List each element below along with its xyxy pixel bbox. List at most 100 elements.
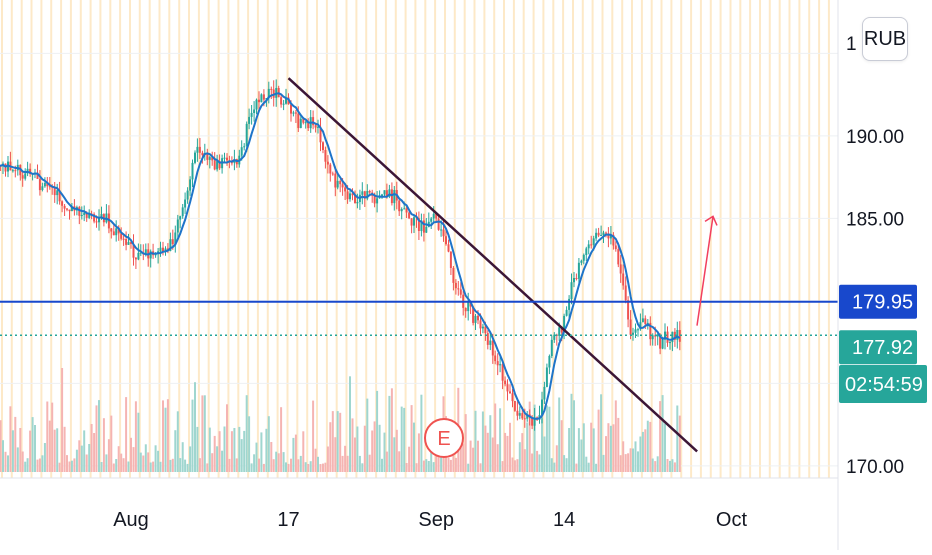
volume-bar (659, 401, 662, 472)
candle-body (240, 147, 243, 156)
volume-bar (479, 463, 482, 472)
volume-bar (287, 463, 290, 472)
candle-body (666, 331, 669, 343)
candle-body (457, 288, 460, 290)
volume-bar (7, 455, 9, 472)
candle-body (326, 161, 329, 165)
candle-body (339, 180, 342, 185)
volume-bar (400, 406, 403, 472)
volume-bar (285, 462, 287, 472)
volume-bar (417, 433, 420, 472)
candle-body (420, 220, 423, 231)
volume-bar (563, 455, 566, 472)
volume-bar (275, 451, 278, 472)
candle-body (265, 98, 268, 100)
event-marker[interactable]: E (424, 418, 464, 458)
candle-body (366, 191, 369, 199)
volume-bar (31, 417, 34, 472)
candle-body (550, 339, 553, 356)
candle-body (545, 367, 548, 387)
candle-body (41, 186, 44, 190)
drawings[interactable]: E (0, 77, 838, 458)
candle-body (632, 332, 634, 335)
volume-bar (233, 428, 236, 472)
candle-body (149, 251, 152, 259)
candle-body (627, 300, 630, 320)
candle-body (629, 319, 632, 335)
candle-body (617, 249, 620, 265)
candle-body (491, 340, 494, 356)
volume-bar (61, 368, 64, 472)
candlesticks[interactable] (0, 79, 681, 431)
candle-body (174, 232, 177, 245)
volume-bar (459, 430, 462, 472)
candle-body (442, 229, 445, 237)
candle-body (440, 229, 443, 231)
candle-body (292, 112, 295, 114)
volume-bar (132, 447, 135, 472)
volume-bar (41, 455, 44, 472)
currency-button[interactable]: RUB (862, 17, 908, 61)
last-price-label-text: 177.92 (852, 337, 913, 359)
volume-bar (299, 455, 302, 472)
candle-body (248, 116, 251, 124)
event-marker-circle (424, 418, 464, 458)
volume-bar (213, 435, 216, 472)
candle-body (376, 198, 379, 204)
candle-body (659, 334, 662, 349)
candle-body (139, 252, 142, 254)
candle-body (115, 228, 118, 236)
candle-body (361, 191, 364, 195)
candle-body (373, 195, 376, 204)
candle-body (267, 88, 270, 99)
candle-body (98, 218, 100, 223)
volume-bar (548, 406, 551, 472)
volume-bar (568, 428, 571, 472)
volume-bar (142, 455, 145, 472)
horizontal-level-price-label: 179.95 (839, 284, 917, 319)
candle-body (486, 333, 489, 345)
candle-body (46, 183, 49, 187)
candle-body (368, 191, 371, 193)
volume-bar (324, 462, 327, 472)
volume-bar (501, 461, 504, 472)
volume-bar (595, 463, 598, 472)
candle-body (413, 217, 415, 226)
volume-bar (122, 458, 125, 472)
candle-body (38, 178, 41, 191)
candle-body (198, 146, 201, 153)
volume-bar (560, 420, 563, 472)
candle-body (449, 251, 452, 268)
volume-bar (385, 451, 388, 472)
candle-body (585, 248, 588, 255)
candle-body (432, 213, 435, 219)
volume-bar (629, 448, 632, 472)
volume-bar (245, 395, 248, 472)
candle-body (489, 340, 492, 345)
candle-body (100, 214, 103, 219)
volume-bar (607, 423, 610, 472)
candle-body (459, 289, 462, 295)
candle-body (218, 161, 221, 169)
candle-body (568, 298, 571, 310)
volume-bar (678, 415, 681, 472)
candle-body (78, 207, 81, 216)
volume-bar (587, 462, 590, 472)
moving-average (0, 92, 681, 420)
candle-body (619, 264, 622, 274)
candle-body (518, 413, 521, 416)
volume-bar (19, 428, 22, 472)
volume-bar (617, 417, 620, 472)
candle-body (194, 152, 196, 163)
volume-bar (162, 400, 164, 472)
volume-bar (56, 428, 59, 472)
volume-bar (83, 430, 86, 472)
candle-body (314, 125, 317, 128)
volume-bar (666, 459, 669, 472)
candle-body (299, 118, 302, 128)
candle-body (526, 414, 529, 419)
volume-bar (11, 430, 14, 472)
volume-bar (176, 411, 179, 472)
